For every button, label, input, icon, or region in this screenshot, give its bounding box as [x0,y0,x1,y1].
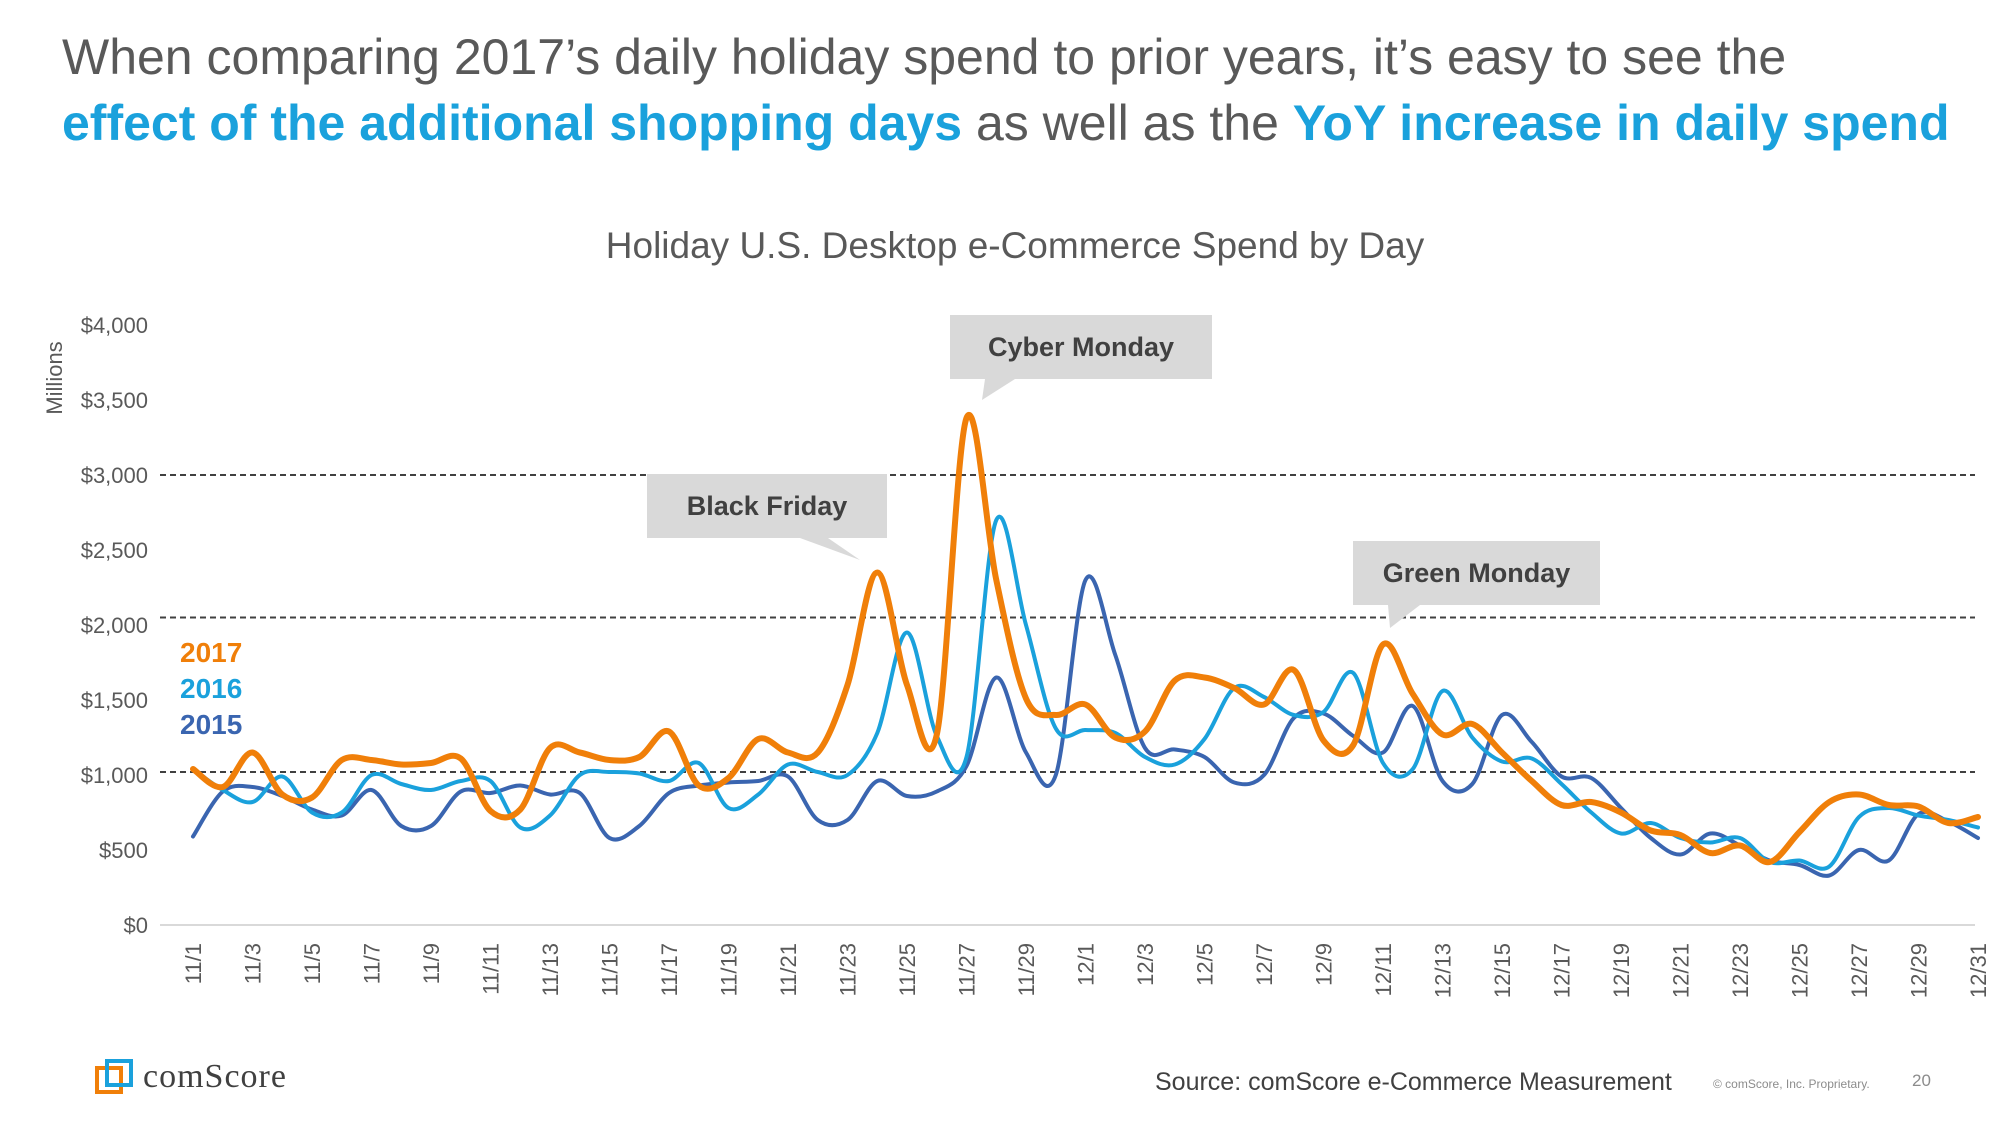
x-tick-label: 11/11 [479,943,504,995]
x-axis-ticks: 11/1 11/3 11/5 11/7 11/9 11/11 11/13 11/15 11/17… [181,943,1991,998]
reference-lines [160,474,1975,773]
logo-text: comScore [143,1058,287,1095]
x-tick-label: 11/5 [300,943,325,984]
y-tick-label: $0 [124,913,148,938]
comscore-logo: comScore [95,1058,287,1096]
x-tick-label: 12/11 [1371,943,1396,996]
y-axis-ticks: $0 $500 $1,000 $1,500 $2,000 $2,500 $3,000 $3,5… [81,313,148,938]
x-tick-label: 12/23 [1728,943,1753,998]
y-tick-label: $500 [99,838,148,863]
headline: When comparing 2017’s daily holiday spen… [62,24,1982,156]
x-tick-label: 11/19 [717,943,742,996]
x-tick-label: 11/9 [419,943,444,984]
x-tick-label: 12/29 [1907,943,1932,998]
y-tick-label: $2,000 [81,613,148,638]
x-tick-label: 12/19 [1609,943,1634,998]
x-tick-label: 12/25 [1788,943,1813,998]
headline-line-1: When comparing 2017’s daily holiday spen… [62,29,1787,85]
y-tick-label: $2,500 [81,538,148,563]
callout-box [647,474,887,538]
callout-0: Black Friday [647,474,887,560]
series-line-2016 [191,514,1980,871]
x-tick-label: 12/13 [1431,943,1456,998]
legend: 2017 2016 2015 [180,637,242,740]
logo-mark-icon [95,1059,133,1094]
callout-1: Cyber Monday [950,315,1212,400]
y-tick-label: $4,000 [81,313,148,338]
y-tick-label: $1,500 [81,688,148,713]
x-tick-label: 12/9 [1312,943,1337,986]
x-tick-label: 12/17 [1550,943,1575,998]
x-tick-label: 12/15 [1490,943,1515,998]
x-tick-label: 12/27 [1847,943,1872,998]
legend-item-2015: 2015 [180,709,242,740]
callout-label: Green Monday [1383,558,1571,588]
callout-box [950,315,1212,379]
y-axis-label: Millions [42,341,67,414]
x-tick-label: 11/25 [895,943,920,996]
headline-connector: as well as the [962,95,1293,151]
line-chart: Holiday U.S. Desktop e-Commerce Spend by… [42,225,1991,998]
callout-label: Black Friday [687,491,848,521]
x-tick-label: 12/5 [1193,943,1218,986]
x-tick-label: 12/21 [1669,943,1694,998]
y-tick-label: $1,000 [81,763,148,788]
x-tick-label: 11/7 [360,943,385,984]
chart-title: Holiday U.S. Desktop e-Commerce Spend by… [606,225,1425,266]
headline-highlight-1: effect of the additional shopping days [62,95,963,151]
callout-pointer [982,379,1015,400]
x-tick-label: 11/3 [241,943,266,984]
x-tick-label: 11/27 [955,943,980,996]
callout-2: Green Monday [1353,541,1600,628]
x-tick-label: 11/13 [538,943,563,996]
headline-highlight-2: YoY increase in daily spend [1292,95,1950,151]
x-tick-label: 12/1 [1074,943,1099,986]
page-number: 20 [1912,1071,1931,1090]
x-tick-label: 11/29 [1014,943,1039,996]
x-tick-label: 11/17 [657,943,682,996]
series-line-2017 [190,412,1981,866]
x-tick-label: 11/15 [598,943,623,996]
callout-box [1353,541,1600,605]
copyright: © comScore, Inc. Proprietary. [1713,1077,1870,1091]
x-tick-label: 11/1 [181,943,206,984]
x-tick-label: 12/3 [1133,943,1158,986]
series-line-2015 [191,574,1980,878]
x-tick-label: 12/7 [1252,943,1277,986]
y-tick-label: $3,000 [81,463,148,488]
callout-label: Cyber Monday [988,332,1174,362]
x-tick-label: 11/23 [836,943,861,996]
y-tick-label: $3,500 [81,388,148,413]
callout-pointer [1388,605,1420,628]
callout-pointer [800,538,860,560]
x-tick-label: 11/21 [776,943,801,996]
x-tick-label: 12/31 [1966,943,1991,998]
source-note: Source: comScore e-Commerce Measurement [1155,1068,1672,1096]
legend-item-2017: 2017 [180,637,242,668]
series-lines [190,412,1981,878]
legend-item-2016: 2016 [180,673,242,704]
callouts: Black Friday Cyber Monday Green Monday [647,315,1600,628]
headline-line-2: effect of the additional shopping days a… [62,90,1982,156]
